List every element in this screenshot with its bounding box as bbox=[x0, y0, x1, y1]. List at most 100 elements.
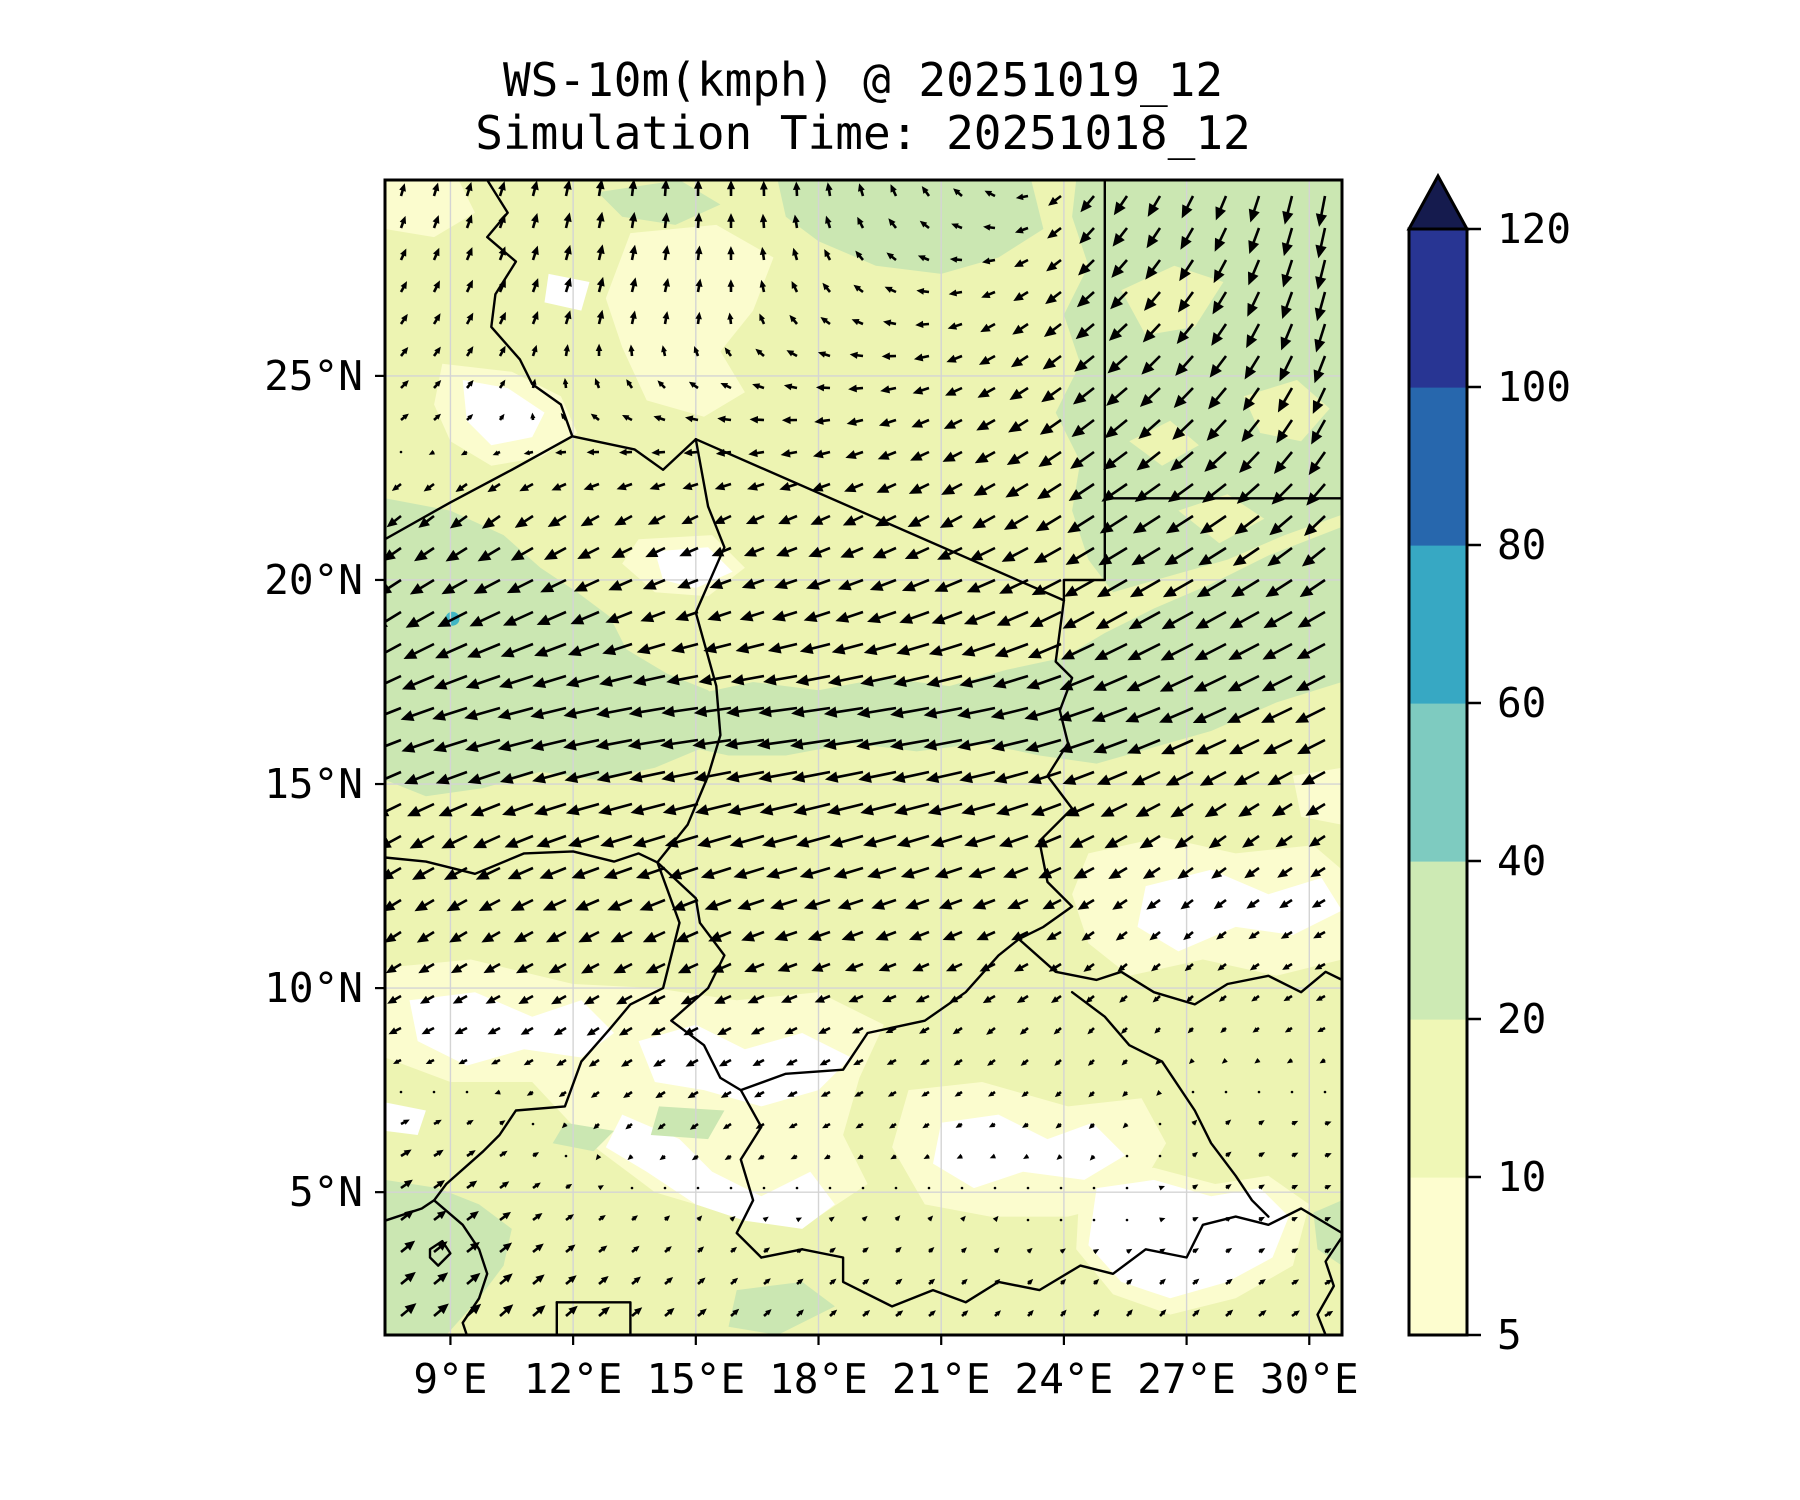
wind-arrow-shaft bbox=[824, 353, 831, 358]
wind-arrow-shaft bbox=[392, 930, 402, 939]
y-tick-label: 10°N bbox=[264, 964, 363, 1012]
wind-arrow-shaft bbox=[758, 1090, 765, 1096]
wind-arrow-head bbox=[1085, 996, 1093, 1004]
wind-arrow-head bbox=[1131, 774, 1146, 786]
wind-arrow-shaft bbox=[854, 962, 864, 969]
wind-arrow-head bbox=[790, 1154, 797, 1160]
wind-arrow-head bbox=[1315, 276, 1327, 290]
wind-arrow-shaft bbox=[834, 738, 864, 746]
wind-arrow-shaft bbox=[391, 546, 402, 556]
wind-arrow-shaft bbox=[499, 1152, 505, 1158]
wind-arrow-head bbox=[467, 773, 482, 785]
wind-arrow-shaft bbox=[413, 642, 435, 655]
colorbar-segment bbox=[1409, 861, 1467, 1020]
wind-arrow-shaft bbox=[1139, 578, 1161, 593]
wind-arrow-head bbox=[855, 1123, 862, 1129]
wind-arrow-head bbox=[1248, 208, 1260, 223]
wind-arrow-shaft bbox=[465, 285, 471, 293]
wind-arrow-head bbox=[780, 449, 791, 458]
wind-arrow-shaft bbox=[1051, 898, 1062, 906]
wind-arrow-head bbox=[779, 482, 791, 491]
wind-arrow-head bbox=[466, 346, 474, 354]
wind-arrow-shaft bbox=[1074, 578, 1095, 592]
wind-arrow-shaft bbox=[1313, 483, 1326, 498]
wind-arrow-shaft bbox=[659, 1090, 666, 1096]
wind-arrow-shaft bbox=[887, 962, 897, 969]
wind-arrow-head bbox=[1131, 553, 1146, 566]
wind-arrow-shaft bbox=[952, 450, 963, 458]
wind-arrow-shaft bbox=[490, 930, 501, 939]
wind-arrow-head bbox=[1072, 392, 1087, 405]
wind-arrow-head bbox=[984, 190, 993, 197]
wind-arrow-head bbox=[657, 1124, 664, 1130]
wind-arrow-head bbox=[662, 804, 677, 816]
wind-arrow-head bbox=[871, 898, 886, 910]
wind-arrow-head bbox=[628, 706, 643, 718]
wind-arrow-shaft bbox=[793, 286, 799, 293]
wind-arrow-shaft bbox=[907, 642, 930, 652]
wind-arrow-shaft bbox=[736, 738, 765, 746]
wind-arrow-head bbox=[1181, 204, 1193, 219]
wind-arrow-head bbox=[786, 350, 795, 357]
wind-arrow-head bbox=[1258, 1216, 1265, 1222]
wind-arrow-shaft bbox=[648, 642, 666, 651]
wind-arrow-head bbox=[599, 675, 613, 687]
wind-arrow-head bbox=[1267, 554, 1281, 567]
wind-arrow-head bbox=[735, 642, 750, 654]
wind-arrow-head bbox=[498, 278, 506, 288]
wind-arrow-shaft bbox=[1137, 642, 1161, 656]
wind-arrow-shaft bbox=[986, 386, 996, 394]
wind-arrow-shaft bbox=[1286, 195, 1294, 214]
wind-arrow-head bbox=[385, 657, 386, 659]
wind-arrow-shaft bbox=[400, 383, 406, 389]
wind-arrow-head bbox=[1244, 365, 1257, 380]
wind-arrow-head bbox=[469, 615, 484, 627]
wind-arrow-head bbox=[1325, 1248, 1332, 1254]
wind-arrow-shaft bbox=[565, 1310, 573, 1317]
wind-arrow-head bbox=[1071, 424, 1086, 438]
wind-arrow-head bbox=[1079, 231, 1092, 244]
wind-arrow-head bbox=[1326, 1279, 1333, 1285]
colorbar-tick-label: 40 bbox=[1497, 837, 1546, 885]
wind-arrow-head bbox=[1050, 996, 1059, 1003]
wind-arrow-head bbox=[764, 1278, 771, 1284]
wind-arrow-head bbox=[934, 867, 949, 879]
wind-arrow-head bbox=[1041, 390, 1055, 403]
wind-arrow-head bbox=[1043, 325, 1057, 337]
wind-arrow-shaft bbox=[1104, 738, 1128, 750]
wind-arrow-head bbox=[1225, 1119, 1232, 1126]
wind-region-5-10 bbox=[605, 224, 774, 417]
wind-arrow-head bbox=[1093, 742, 1108, 754]
wind-arrow-shaft bbox=[1108, 546, 1128, 561]
wind-arrow-head bbox=[973, 484, 988, 496]
wind-arrow-shaft bbox=[466, 1214, 474, 1222]
wind-arrow-shaft bbox=[901, 738, 930, 747]
wind-arrow-head bbox=[739, 610, 754, 622]
wind-arrow-shaft bbox=[445, 642, 468, 655]
colorbar-tick-label: 120 bbox=[1497, 205, 1571, 253]
wind-arrow-shaft bbox=[582, 866, 600, 876]
wind-region-20-40 bbox=[597, 180, 721, 225]
colorbar-segment bbox=[1409, 1019, 1467, 1178]
wind-arrow-shaft bbox=[562, 1090, 567, 1096]
wind-arrow-shaft bbox=[848, 898, 864, 906]
colorbar-segment bbox=[1409, 703, 1467, 862]
wind-arrow-head bbox=[483, 963, 496, 974]
wind-arrow-head bbox=[893, 675, 907, 688]
wind-arrow-head bbox=[616, 995, 628, 1005]
wind-arrow-shaft bbox=[520, 546, 534, 556]
wind-arrow-shaft bbox=[564, 350, 569, 357]
wind-arrow-shaft bbox=[923, 256, 930, 262]
wind-dot bbox=[1257, 1090, 1261, 1094]
wind-arrow-shaft bbox=[1152, 227, 1162, 239]
wind-arrow-shaft bbox=[1243, 770, 1260, 781]
wind-arrow-head bbox=[989, 1153, 996, 1159]
wind-arrow-shaft bbox=[498, 253, 504, 261]
wind-arrow-head bbox=[531, 378, 537, 385]
wind-arrow-shaft bbox=[399, 254, 405, 261]
wind-arrow-head bbox=[730, 674, 745, 686]
wind-arrow-shaft bbox=[1021, 258, 1029, 265]
wind-arrow-shaft bbox=[956, 224, 963, 230]
wind-arrow-shaft bbox=[718, 930, 732, 938]
y-tick-label: 20°N bbox=[264, 556, 363, 604]
